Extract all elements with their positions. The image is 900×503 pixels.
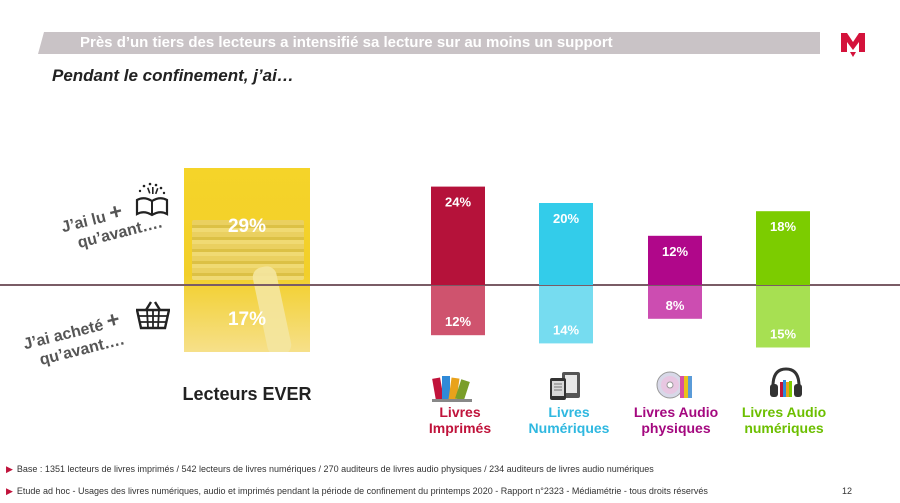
bullet-triangle-icon: ▶ bbox=[6, 486, 13, 496]
chart-subtitle: Pendant le confinement, j’ai… bbox=[52, 66, 294, 85]
data-label-read-audio-physiques: 12% bbox=[662, 244, 688, 259]
ever-bought-pct: 17% bbox=[227, 309, 267, 330]
data-label-bought-numeriques: 14% bbox=[553, 322, 579, 337]
header-banner bbox=[38, 32, 820, 54]
bar-bought-audio-numeriques bbox=[756, 286, 810, 348]
mediametrie-logo bbox=[838, 28, 868, 57]
bullet-triangle-icon: ▶ bbox=[6, 464, 13, 474]
footnote-base-text: Base : 1351 lecteurs de livres imprimés … bbox=[16, 464, 654, 474]
printed-books-icon bbox=[432, 376, 472, 402]
category-label-audio-numeriques: Livres Audio numériques bbox=[741, 404, 827, 436]
ever-read-pct: 29% bbox=[227, 216, 267, 237]
data-label-read-numeriques: 20% bbox=[553, 211, 579, 226]
page-number: 12 bbox=[842, 486, 853, 496]
footnote-source: ▶ Etude ad hoc - Usages des livres numéri… bbox=[6, 486, 708, 497]
shopping-basket-icon bbox=[136, 301, 170, 330]
category-label-imprimes: Livres Imprimés bbox=[428, 404, 492, 436]
data-label-bought-audio-numeriques: 15% bbox=[770, 327, 796, 342]
bar-bought-imprimes bbox=[431, 286, 485, 336]
data-label-read-imprimes: 24% bbox=[445, 195, 471, 210]
category-label-numeriques: Livres Numériques bbox=[528, 404, 610, 436]
bar-bought-numeriques bbox=[539, 286, 593, 344]
ereader-icon bbox=[550, 372, 580, 400]
book-stack-image bbox=[192, 220, 304, 280]
ever-label: Lecteurs EVER bbox=[182, 384, 312, 404]
data-label-read-audio-numeriques: 18% bbox=[770, 219, 796, 234]
page-title: Près d’un tiers des lecteurs a intensifi… bbox=[80, 34, 613, 51]
footnote-base: ▶ Base : 1351 lecteurs de livres imprimés… bbox=[6, 464, 654, 475]
data-label-bought-imprimes: 12% bbox=[445, 314, 471, 329]
bar-bought-audio-physiques bbox=[648, 286, 702, 319]
bar-read-imprimes bbox=[431, 186, 485, 285]
bar-read-audio-numeriques bbox=[756, 211, 810, 285]
open-book-icon bbox=[135, 182, 169, 217]
data-label-bought-audio-physiques: 8% bbox=[666, 298, 685, 313]
ever-photo bbox=[184, 168, 310, 352]
bar-read-numeriques bbox=[539, 203, 593, 285]
footnote-source-text: Etude ad hoc - Usages des livres numériq… bbox=[16, 486, 708, 496]
headphones-icon bbox=[770, 367, 802, 397]
bar-read-audio-physiques bbox=[648, 235, 702, 285]
cd-icon bbox=[656, 371, 692, 399]
category-label-audio-physiques: Livres Audio physiques bbox=[633, 404, 719, 436]
